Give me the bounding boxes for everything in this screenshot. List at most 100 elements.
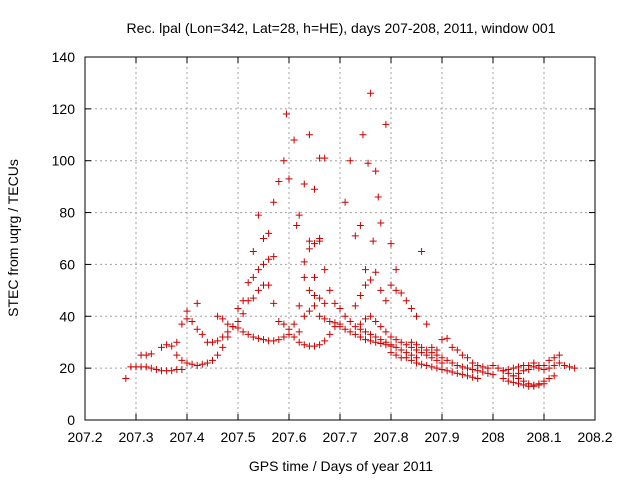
x-tick-label: 207.7	[322, 429, 357, 445]
grid-layer	[85, 57, 595, 420]
data-point	[489, 362, 497, 370]
data-point	[183, 315, 191, 323]
data-point	[260, 260, 267, 268]
data-point	[193, 362, 201, 370]
data-point	[209, 356, 216, 364]
data-point	[214, 312, 222, 320]
data-point	[392, 266, 400, 274]
data-point	[305, 307, 313, 315]
data-point	[545, 356, 553, 364]
data-point	[464, 354, 471, 362]
data-point	[280, 333, 288, 341]
data-point	[316, 341, 324, 349]
data-point	[387, 341, 395, 349]
data-point	[453, 369, 461, 377]
data-point	[295, 338, 303, 346]
data-point	[224, 328, 232, 336]
data-point	[520, 381, 528, 389]
data-point	[280, 320, 288, 328]
data-point	[367, 89, 375, 97]
x-tick-label: 207.4	[169, 429, 204, 445]
data-point	[300, 312, 308, 320]
data-point	[321, 266, 329, 274]
data-point	[515, 380, 522, 388]
data-point	[382, 297, 390, 305]
ticks-layer: 207.2 207.3 207.4 207.5 207.6 207.7 207.8 207.9…	[52, 49, 613, 445]
data-point	[275, 177, 283, 185]
data-point	[372, 317, 380, 325]
x-tick-label: 207.9	[424, 429, 459, 445]
data-point	[418, 247, 426, 255]
x-tick-label: 207.3	[118, 429, 153, 445]
data-point	[249, 247, 257, 255]
data-point	[282, 110, 290, 118]
data-point	[249, 294, 257, 302]
data-point	[367, 312, 375, 320]
data-point	[260, 336, 267, 344]
data-point	[413, 341, 420, 349]
data-point	[489, 371, 497, 379]
data-point	[362, 266, 369, 274]
data-point	[525, 365, 533, 373]
data-point	[163, 341, 171, 349]
data-point	[173, 338, 181, 346]
data-point	[413, 312, 420, 320]
data-point	[305, 131, 313, 139]
data-point	[142, 363, 150, 371]
data-point	[509, 364, 517, 372]
data-point	[377, 323, 385, 331]
data-point	[367, 276, 375, 284]
y-tick-label: 0	[67, 412, 75, 428]
data-point	[359, 131, 367, 139]
data-point	[499, 375, 507, 383]
data-point	[374, 193, 382, 201]
data-point	[244, 297, 252, 305]
data-point	[178, 365, 186, 373]
data-point	[407, 338, 415, 346]
data-point	[377, 219, 385, 227]
data-point	[178, 320, 186, 328]
data-point	[397, 346, 405, 354]
data-point	[540, 377, 548, 385]
data-point	[331, 319, 339, 327]
data-point	[362, 281, 369, 289]
data-point	[509, 372, 517, 380]
data-point	[188, 360, 196, 368]
data-point	[158, 343, 165, 351]
x-tick-label: 207.5	[220, 429, 255, 445]
data-point	[173, 351, 181, 359]
data-point	[198, 360, 206, 368]
data-point	[443, 356, 451, 364]
data-point	[382, 328, 390, 336]
data-point	[351, 302, 359, 310]
data-point	[311, 302, 318, 310]
data-point	[362, 315, 369, 323]
data-point	[219, 343, 227, 351]
data-point	[520, 367, 528, 375]
data-point	[469, 373, 477, 381]
data-point	[372, 167, 380, 175]
data-point	[270, 253, 278, 261]
data-point	[438, 365, 446, 373]
x-tick-label: 208.2	[577, 429, 612, 445]
data-point	[311, 240, 318, 248]
data-point	[448, 368, 456, 376]
data-point	[458, 363, 466, 371]
data-point	[407, 356, 415, 364]
data-point	[249, 273, 257, 281]
data-point	[331, 299, 339, 307]
data-point	[504, 377, 512, 385]
data-point	[362, 336, 369, 344]
data-point	[346, 328, 354, 336]
y-tick-label: 60	[59, 256, 75, 272]
x-tick-label: 208.1	[526, 429, 561, 445]
data-point	[270, 198, 278, 206]
data-point	[321, 154, 329, 162]
data-point	[311, 273, 318, 281]
data-point	[254, 266, 262, 274]
data-point	[423, 320, 431, 328]
chart-title: Rec. lpal (Lon=342, Lat=28, h=HE), days …	[127, 20, 556, 36]
data-point	[326, 330, 334, 338]
data-point	[239, 328, 247, 336]
data-point	[550, 354, 558, 362]
